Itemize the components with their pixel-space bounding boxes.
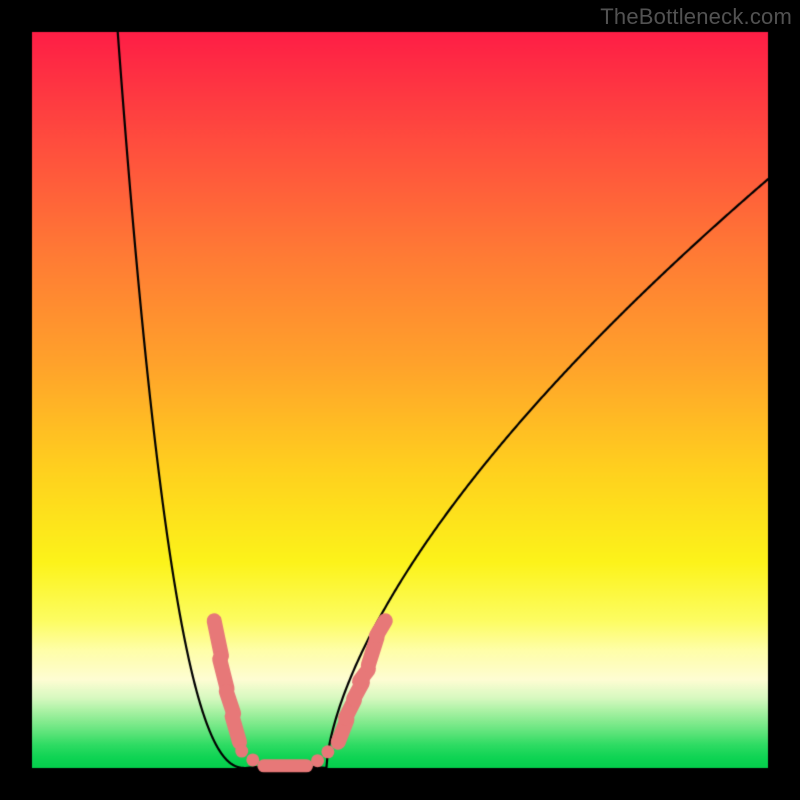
chart-root: TheBottleneck.com (0, 0, 800, 800)
bottleneck-curve-canvas (0, 0, 800, 800)
